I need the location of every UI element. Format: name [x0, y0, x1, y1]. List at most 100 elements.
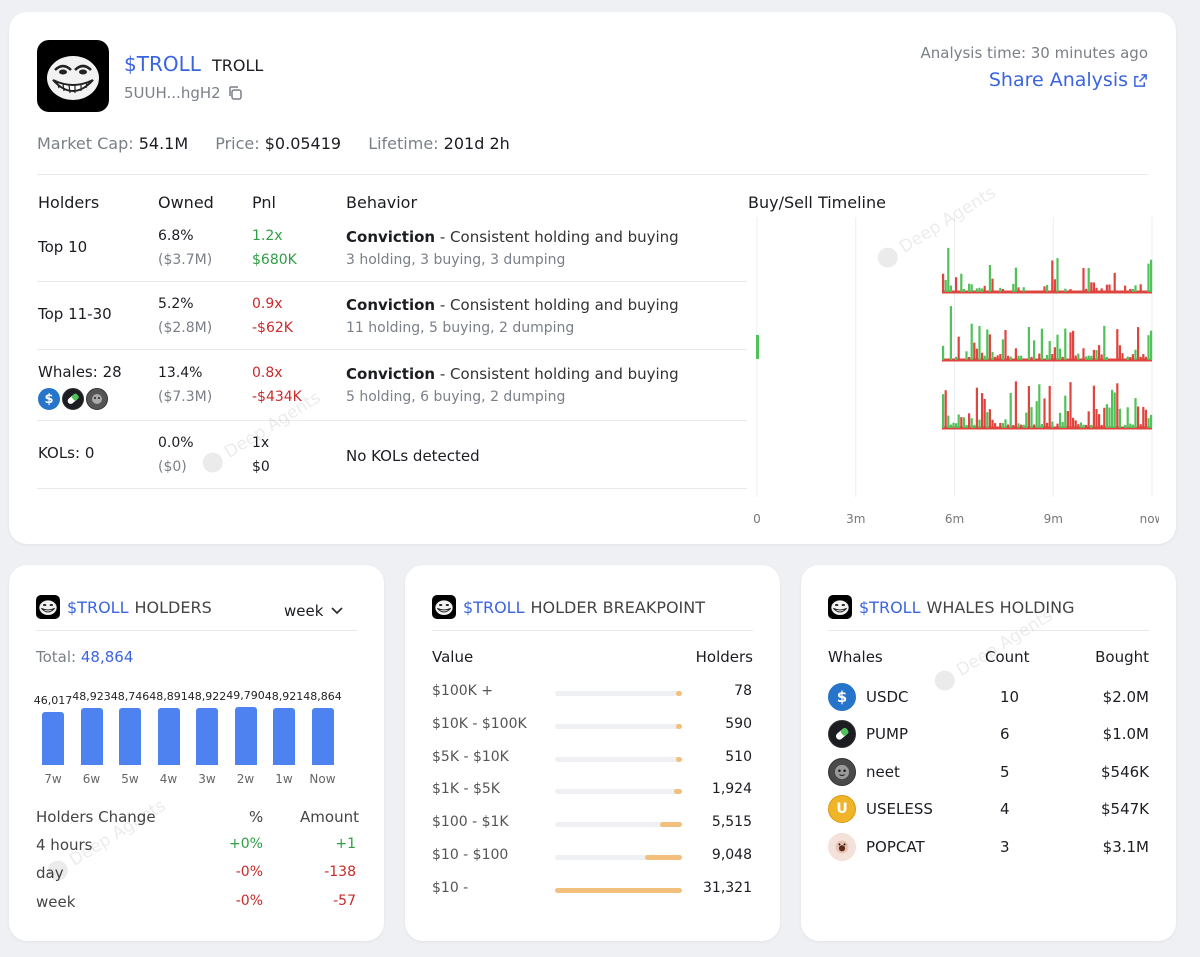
timeline-trade-bar	[1092, 282, 1095, 292]
timeline-trade-bar	[1043, 286, 1046, 292]
holders-bar[interactable]	[311, 708, 334, 765]
timeline-trade-bar	[952, 422, 955, 428]
holders-bar[interactable]	[196, 708, 218, 765]
breakpoint-range: $10K - $100K	[432, 715, 527, 732]
timeline-trade-bar	[1007, 424, 1010, 428]
divider	[828, 630, 1149, 631]
breakpoint-holders: 590	[725, 715, 752, 732]
holder-row-label: Whales: 28	[38, 363, 122, 381]
timeline-trade-bar	[1150, 259, 1153, 292]
breakpoint-card-title: $TROLL HOLDER BREAKPOINT	[432, 595, 705, 619]
bar-value-label: 48,864	[303, 690, 342, 704]
timeline-trade-bar	[1085, 356, 1088, 360]
change-header-holders: Holders Change	[36, 808, 156, 826]
troll-face-icon	[432, 595, 456, 619]
timeline-trade-bar	[999, 354, 1002, 360]
bar-value-label: 49,790	[226, 689, 265, 703]
timeline-trade-bar	[981, 352, 984, 360]
timeline-trade-bar	[955, 423, 958, 428]
whale-row[interactable]: POPCAT 3 $3.1M	[828, 833, 1149, 861]
breakpoint-range: $100 - $1K	[432, 814, 509, 831]
whale-bought: $1.0M	[1102, 725, 1149, 743]
breakpoint-bar-fill	[676, 756, 682, 762]
pump-icon[interactable]	[62, 388, 84, 410]
timeline-trade-bar	[1129, 423, 1132, 428]
timeline-trade-bar	[970, 323, 973, 360]
timeline-trade-bar	[1048, 341, 1051, 360]
share-analysis-link[interactable]: Share Analysis	[989, 69, 1148, 91]
bar-value-label: 48,923	[72, 690, 111, 704]
timeline-trade-bar	[1072, 330, 1075, 360]
timeline-trade-bar	[1116, 383, 1119, 428]
timeline-trade-bar	[1129, 288, 1132, 292]
timeline-trade-bar	[1001, 339, 1004, 360]
timeline-trade-bar	[988, 409, 991, 428]
breakpoint-holders: 1,924	[711, 781, 752, 798]
row-divider	[37, 281, 747, 282]
behavior-summary: Conviction - Consistent holding and buyi…	[346, 365, 679, 383]
breakpoint-bar-track	[555, 887, 682, 893]
timeline-trade-bar	[1033, 340, 1036, 360]
timeline-trade-bar	[1085, 424, 1088, 428]
token-symbol: $TROLL	[859, 597, 921, 617]
timeline-trade-bar	[1022, 424, 1025, 428]
timeline-trade-bar	[1090, 355, 1093, 360]
timeline-trade-bar	[1090, 282, 1093, 292]
lifetime-label: Lifetime:	[368, 134, 439, 153]
behavior-summary: Conviction - Consistent holding and buyi…	[346, 296, 679, 314]
whale-count: 6	[1000, 725, 1010, 743]
breakpoint-header-value: Value	[432, 648, 474, 666]
row-divider	[37, 420, 747, 421]
bar-category-label: 7w	[44, 772, 62, 786]
breakpoint-range: $5K - $10K	[432, 748, 509, 765]
timeline-trade-bar	[999, 287, 1002, 292]
timeline-trade-bar	[1059, 412, 1062, 428]
timeline-trade-bar	[1012, 424, 1015, 428]
bar-value-label: 48,921	[264, 690, 304, 704]
holders-bar[interactable]	[80, 708, 103, 765]
holders-bar[interactable]	[42, 711, 64, 765]
timeline-trade-bar	[1142, 354, 1145, 360]
whale-row[interactable]: PUMP 6 $1.0M	[828, 720, 1149, 748]
behavior-detail: 3 holding, 3 buying, 3 dumping	[346, 252, 566, 268]
timeline-trade-bar	[1129, 356, 1132, 360]
whale-count: 5	[1000, 763, 1010, 781]
change-pct: -0%	[235, 864, 263, 880]
token-symbol[interactable]: $TROLL	[124, 52, 201, 76]
owned-value: ($7.3M)	[158, 389, 213, 405]
bar-value-label: 48,746	[110, 690, 150, 704]
whale-row[interactable]: $ USDC 10 $2.0M	[828, 683, 1149, 711]
timeline-trade-bar	[1056, 258, 1059, 292]
timeline-trade-bar	[1051, 421, 1054, 428]
timeline-trade-bar	[1035, 401, 1038, 428]
change-header-pct: %	[249, 808, 264, 826]
holders-bar[interactable]	[273, 708, 295, 765]
whale-row[interactable]: U USELESS 4 $547K	[828, 795, 1149, 823]
change-pct: -0%	[235, 893, 263, 909]
neet-icon[interactable]	[86, 388, 108, 410]
change-amount: -138	[324, 864, 356, 880]
usdc-icon[interactable]: $	[38, 388, 60, 410]
timeline-trade-bar	[1033, 424, 1036, 428]
whale-row[interactable]: neet 5 $546K	[828, 758, 1149, 786]
timeline-trade-bar	[949, 306, 952, 360]
copy-icon[interactable]	[227, 85, 243, 101]
behavior-type: Conviction	[346, 228, 436, 246]
timeline-trade-bar	[1056, 423, 1059, 428]
holders-bar[interactable]	[119, 708, 141, 765]
timeline-trade-bar	[1069, 332, 1072, 360]
timeline-trade-bar	[1092, 385, 1095, 428]
timeline-trade-bar	[983, 398, 986, 428]
period-select[interactable]: week	[284, 602, 344, 620]
timeline-trade-bar	[1014, 348, 1017, 360]
token-address: 5UUH...hgH2	[124, 84, 221, 102]
timeline-trade-bar	[1087, 355, 1090, 360]
holders-bar[interactable]	[234, 707, 257, 765]
timeline-trade-bar	[968, 413, 971, 428]
change-period: 4 hours	[36, 836, 93, 854]
holders-bar[interactable]	[157, 708, 180, 765]
lifetime-value: 201d 2h	[443, 134, 510, 153]
timeline-trade-bar	[983, 355, 986, 360]
col-header-behavior: Behavior	[346, 193, 418, 212]
timeline-trade-bar	[1103, 407, 1106, 428]
